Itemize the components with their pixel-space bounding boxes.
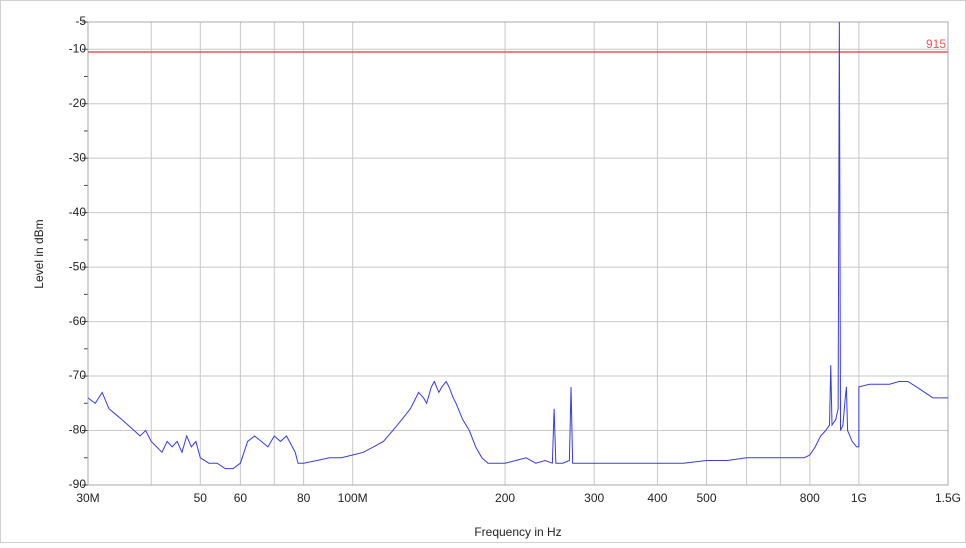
y-tick-label: -60 — [69, 314, 87, 328]
x-tick-label: 60 — [234, 491, 248, 505]
y-tick-label: -70 — [69, 368, 87, 382]
x-tick-label: 30M — [76, 491, 99, 505]
limit-label: 915 — [926, 37, 946, 51]
x-tick-label: 800 — [800, 491, 820, 505]
x-tick-label: 80 — [297, 491, 311, 505]
y-tick-label: -5 — [75, 14, 86, 28]
x-tick-label: 1.5G — [935, 491, 961, 505]
y-tick-label: -20 — [69, 96, 87, 110]
y-tick-label: -40 — [69, 205, 87, 219]
y-tick-label: -30 — [69, 150, 87, 164]
x-tick-label: 400 — [647, 491, 667, 505]
x-tick-label: 100M — [338, 491, 368, 505]
x-tick-label: 200 — [495, 491, 515, 505]
y-tick-label: -80 — [69, 423, 87, 437]
plot-border — [87, 21, 949, 486]
trace — [87, 21, 948, 470]
y-tick-label: -90 — [69, 477, 87, 491]
x-tick-label: 300 — [584, 491, 604, 505]
plot-area — [88, 22, 948, 485]
y-tick-label: -10 — [69, 41, 87, 55]
x-tick-label: 1G — [851, 491, 867, 505]
x-tick-label: 50 — [194, 491, 208, 505]
y-tick-label: -50 — [69, 259, 87, 273]
x-tick-label: 500 — [696, 491, 716, 505]
y-axis-label: Level in dBm — [32, 219, 46, 288]
x-axis-label: Frequency in Hz — [474, 525, 561, 539]
